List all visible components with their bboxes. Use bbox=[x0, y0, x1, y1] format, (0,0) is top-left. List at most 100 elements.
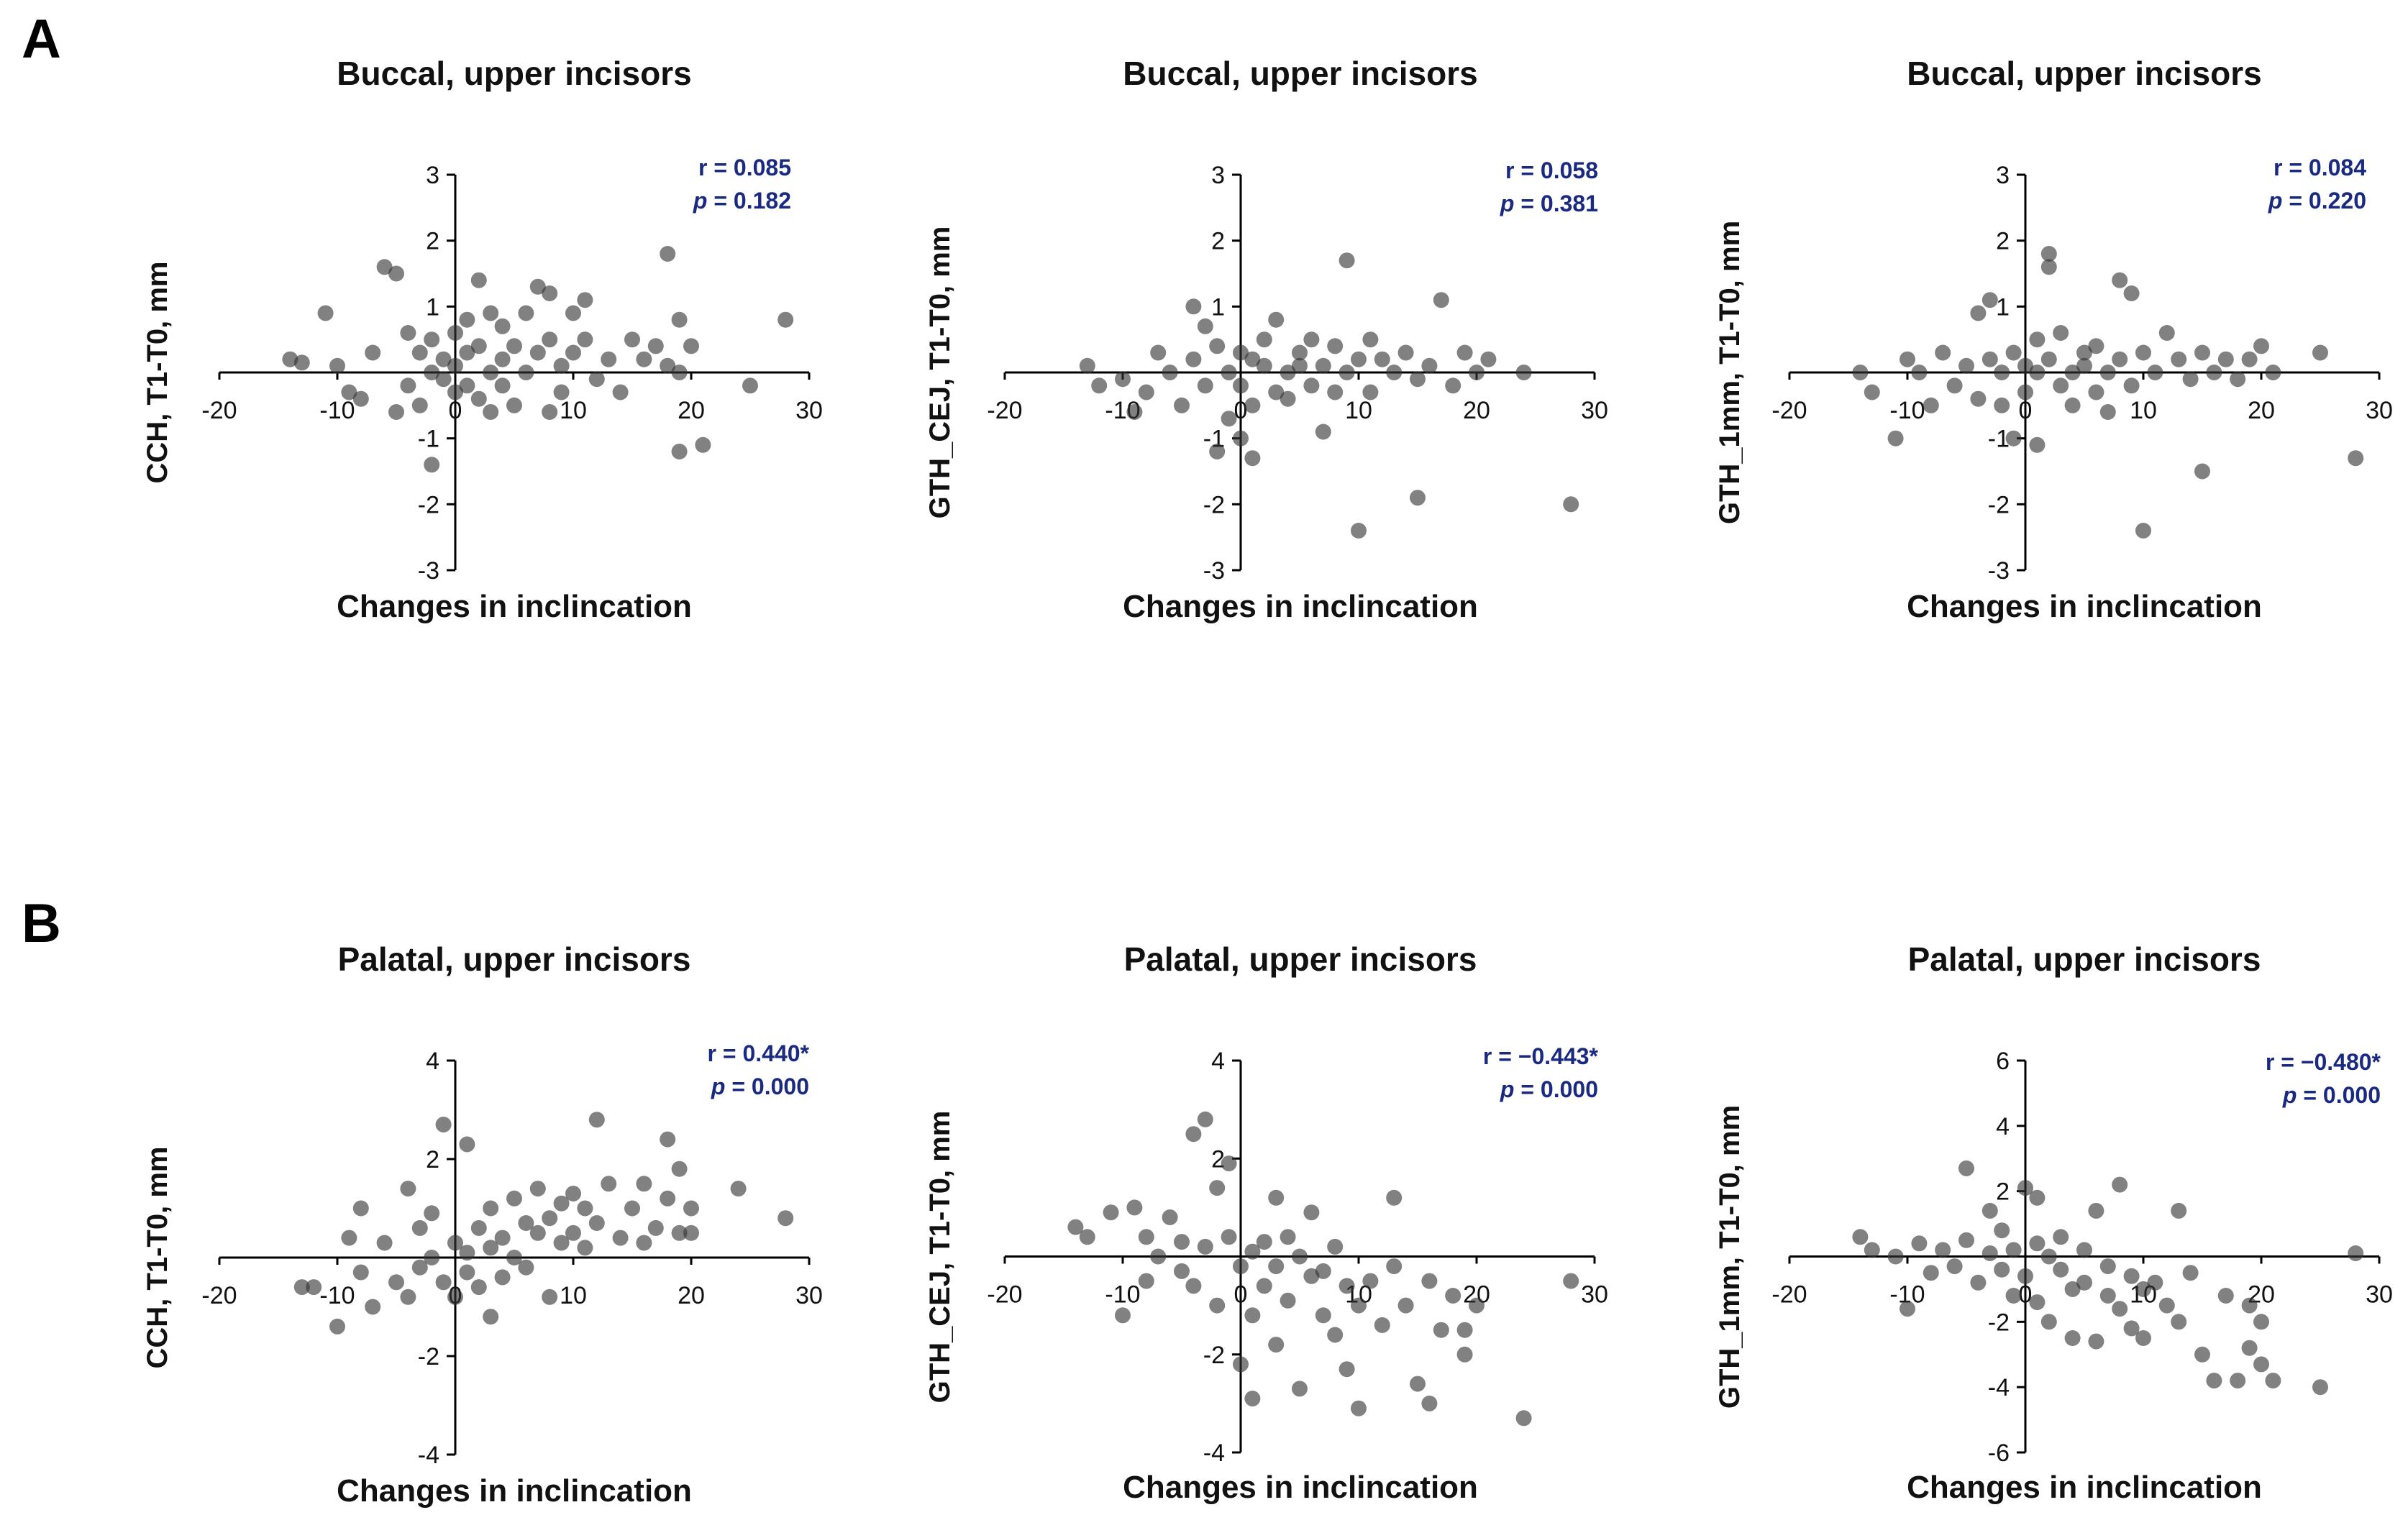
data-point bbox=[1197, 1111, 1213, 1127]
data-point bbox=[647, 338, 664, 354]
x-tick-label: 20 bbox=[2248, 397, 2275, 424]
p-statistic: p = 0.000 bbox=[711, 1074, 809, 1099]
data-point bbox=[1911, 365, 1928, 380]
y-tick-label: 2 bbox=[426, 228, 439, 255]
data-point bbox=[400, 1181, 416, 1197]
data-point bbox=[1397, 344, 1414, 361]
data-point bbox=[352, 1200, 369, 1217]
data-point bbox=[1456, 1346, 1473, 1363]
data-point bbox=[483, 305, 499, 321]
data-point bbox=[1958, 357, 1974, 374]
p-label: p bbox=[2268, 188, 2289, 214]
data-point bbox=[671, 1225, 688, 1241]
data-point bbox=[1079, 1229, 1095, 1245]
data-point bbox=[400, 325, 416, 341]
r-value: = 0.440* bbox=[723, 1040, 810, 1066]
data-point bbox=[1162, 365, 1178, 380]
data-point bbox=[1958, 1232, 1974, 1248]
data-point bbox=[1327, 384, 1344, 400]
data-point bbox=[660, 246, 676, 262]
data-point bbox=[2005, 1242, 2022, 1258]
data-point bbox=[683, 338, 699, 354]
data-point bbox=[2005, 430, 2022, 447]
x-tick-label: -20 bbox=[1771, 397, 1807, 424]
data-point bbox=[2265, 1373, 2281, 1389]
data-point bbox=[2194, 1346, 2210, 1363]
x-tick-label: -10 bbox=[1105, 1281, 1140, 1309]
r-statistic: r = 0.058 bbox=[1505, 157, 1598, 183]
data-point bbox=[2147, 1274, 2163, 1291]
data-point bbox=[1981, 1202, 1998, 1219]
p-label: p bbox=[693, 188, 713, 214]
data-point bbox=[1162, 1209, 1178, 1225]
data-point bbox=[1091, 377, 1108, 394]
data-point bbox=[411, 397, 428, 413]
data-point bbox=[542, 331, 558, 348]
data-point bbox=[2194, 344, 2210, 361]
data-point bbox=[1386, 1189, 1403, 1206]
r-label: r bbox=[1505, 157, 1520, 183]
x-tick-label: -20 bbox=[987, 397, 1022, 424]
data-point bbox=[1197, 318, 1213, 334]
data-point bbox=[1351, 523, 1367, 539]
data-point bbox=[2206, 1373, 2222, 1389]
x-axis-label: Changes in inclincation bbox=[1907, 1470, 2262, 1505]
data-point bbox=[1362, 384, 1379, 400]
r-statistic: r = 0.085 bbox=[698, 155, 791, 180]
y-tick-label: 2 bbox=[1996, 228, 2010, 255]
p-value: = 0.000 bbox=[1520, 1076, 1598, 1102]
panel-letter-b: B bbox=[22, 893, 61, 954]
data-point bbox=[624, 1200, 640, 1217]
data-point bbox=[2123, 1320, 2140, 1337]
data-point bbox=[1174, 1234, 1190, 1250]
scatter-plot-1: -20 -10 0 10 20 30 -3 -2 -1 1 2 3 Buccal, upper inci… bbox=[142, 55, 823, 624]
data-point bbox=[2230, 1373, 2246, 1389]
data-point bbox=[1563, 496, 1579, 513]
data-point bbox=[1268, 311, 1285, 328]
r-label: r bbox=[2266, 1049, 2281, 1075]
data-point bbox=[459, 377, 475, 394]
y-tick-label: -4 bbox=[1988, 1374, 2010, 1401]
data-point bbox=[1138, 1229, 1154, 1245]
data-point bbox=[447, 357, 463, 374]
data-point bbox=[365, 344, 381, 361]
y-tick-label: 1 bbox=[1211, 293, 1225, 321]
x-axis-label: Changes in inclincation bbox=[1123, 589, 1478, 624]
p-value: = 0.000 bbox=[731, 1074, 809, 1099]
data-point bbox=[388, 265, 404, 282]
data-point bbox=[470, 1279, 487, 1296]
r-value: = −0.480* bbox=[2281, 1049, 2381, 1075]
r-value: = 0.084 bbox=[2289, 155, 2366, 180]
y-axis-label: GTH_CEJ, T1-T0, mm bbox=[924, 226, 956, 519]
data-point bbox=[1362, 331, 1379, 348]
data-point bbox=[671, 1161, 688, 1177]
data-point bbox=[1280, 1292, 1296, 1309]
data-point bbox=[2182, 1265, 2199, 1281]
p-label: p bbox=[1500, 1076, 1520, 1102]
data-point bbox=[1126, 1199, 1143, 1216]
y-tick-label: 4 bbox=[1996, 1113, 2010, 1140]
y-tick-label: 3 bbox=[1996, 162, 2010, 189]
data-point bbox=[2265, 365, 2281, 380]
data-point bbox=[470, 272, 487, 288]
data-point bbox=[2064, 1330, 2081, 1346]
data-point bbox=[1315, 1307, 1331, 1324]
data-point bbox=[2064, 365, 2081, 380]
data-point bbox=[660, 1190, 676, 1207]
data-point bbox=[2230, 371, 2246, 388]
data-point bbox=[1864, 1242, 1880, 1258]
data-point bbox=[1185, 298, 1202, 315]
data-point bbox=[1244, 450, 1261, 467]
data-point bbox=[365, 1299, 381, 1315]
r-statistic: r = 0.084 bbox=[2274, 155, 2366, 180]
y-tick-label: 1 bbox=[426, 293, 439, 321]
data-point bbox=[2064, 397, 2081, 413]
data-point bbox=[1338, 1278, 1355, 1294]
y-tick-label: -2 bbox=[1988, 491, 2010, 518]
data-point bbox=[1280, 365, 1296, 380]
data-point bbox=[306, 1279, 322, 1296]
data-point bbox=[565, 1225, 581, 1241]
data-point bbox=[447, 1235, 463, 1251]
x-tick-label: 10 bbox=[560, 1282, 587, 1309]
